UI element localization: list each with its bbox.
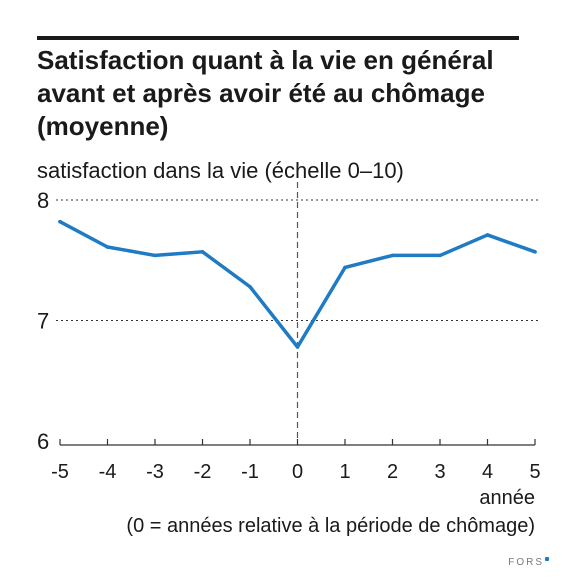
data-point (153, 253, 157, 258)
logo-text: FORS (508, 557, 544, 568)
data-point (533, 250, 537, 254)
data-point (248, 284, 252, 289)
y-tick-label: 6 (37, 429, 49, 454)
series-layer (58, 219, 537, 349)
fors-logo: FORS (508, 557, 549, 568)
y-axis-label: satisfaction dans la vie (échelle 0–10) (37, 158, 404, 183)
x-tick-label: 5 (529, 461, 540, 483)
x-tick-label: -5 (51, 461, 69, 483)
data-point (295, 345, 300, 349)
x-tick-label: 2 (387, 461, 398, 483)
y-tick-label: 7 (37, 309, 49, 334)
x-tick-label: -2 (194, 461, 212, 483)
data-point (485, 233, 490, 237)
title-rule (37, 36, 519, 40)
x-axis-note: (0 = années relative à la période de chô… (126, 515, 535, 537)
data-point (58, 219, 62, 224)
y-tick-labels: 6 7 8 (37, 188, 49, 454)
x-axis (59, 439, 536, 446)
data-point (390, 253, 395, 258)
x-tick-label: 4 (482, 461, 493, 483)
gridlines (56, 182, 540, 441)
chart-title: Satisfaction quant à la vie en général a… (37, 45, 494, 141)
logo-dot-icon (545, 557, 549, 561)
x-tick-label: 3 (434, 461, 445, 483)
y-tick-label: 8 (37, 188, 49, 213)
data-point (438, 253, 442, 258)
x-tick-labels: -5 -4 -3 -2 -1 0 1 2 3 4 5 (51, 461, 540, 483)
x-tick-label: -4 (99, 461, 117, 483)
x-tick-label: 0 (292, 461, 303, 483)
x-axis-label: année (479, 487, 535, 509)
x-tick-label: -1 (241, 461, 259, 483)
data-point (200, 250, 205, 254)
x-tick-label: -3 (146, 461, 164, 483)
data-point (343, 265, 347, 270)
x-tick-label: 1 (339, 461, 350, 483)
data-point (105, 245, 110, 249)
